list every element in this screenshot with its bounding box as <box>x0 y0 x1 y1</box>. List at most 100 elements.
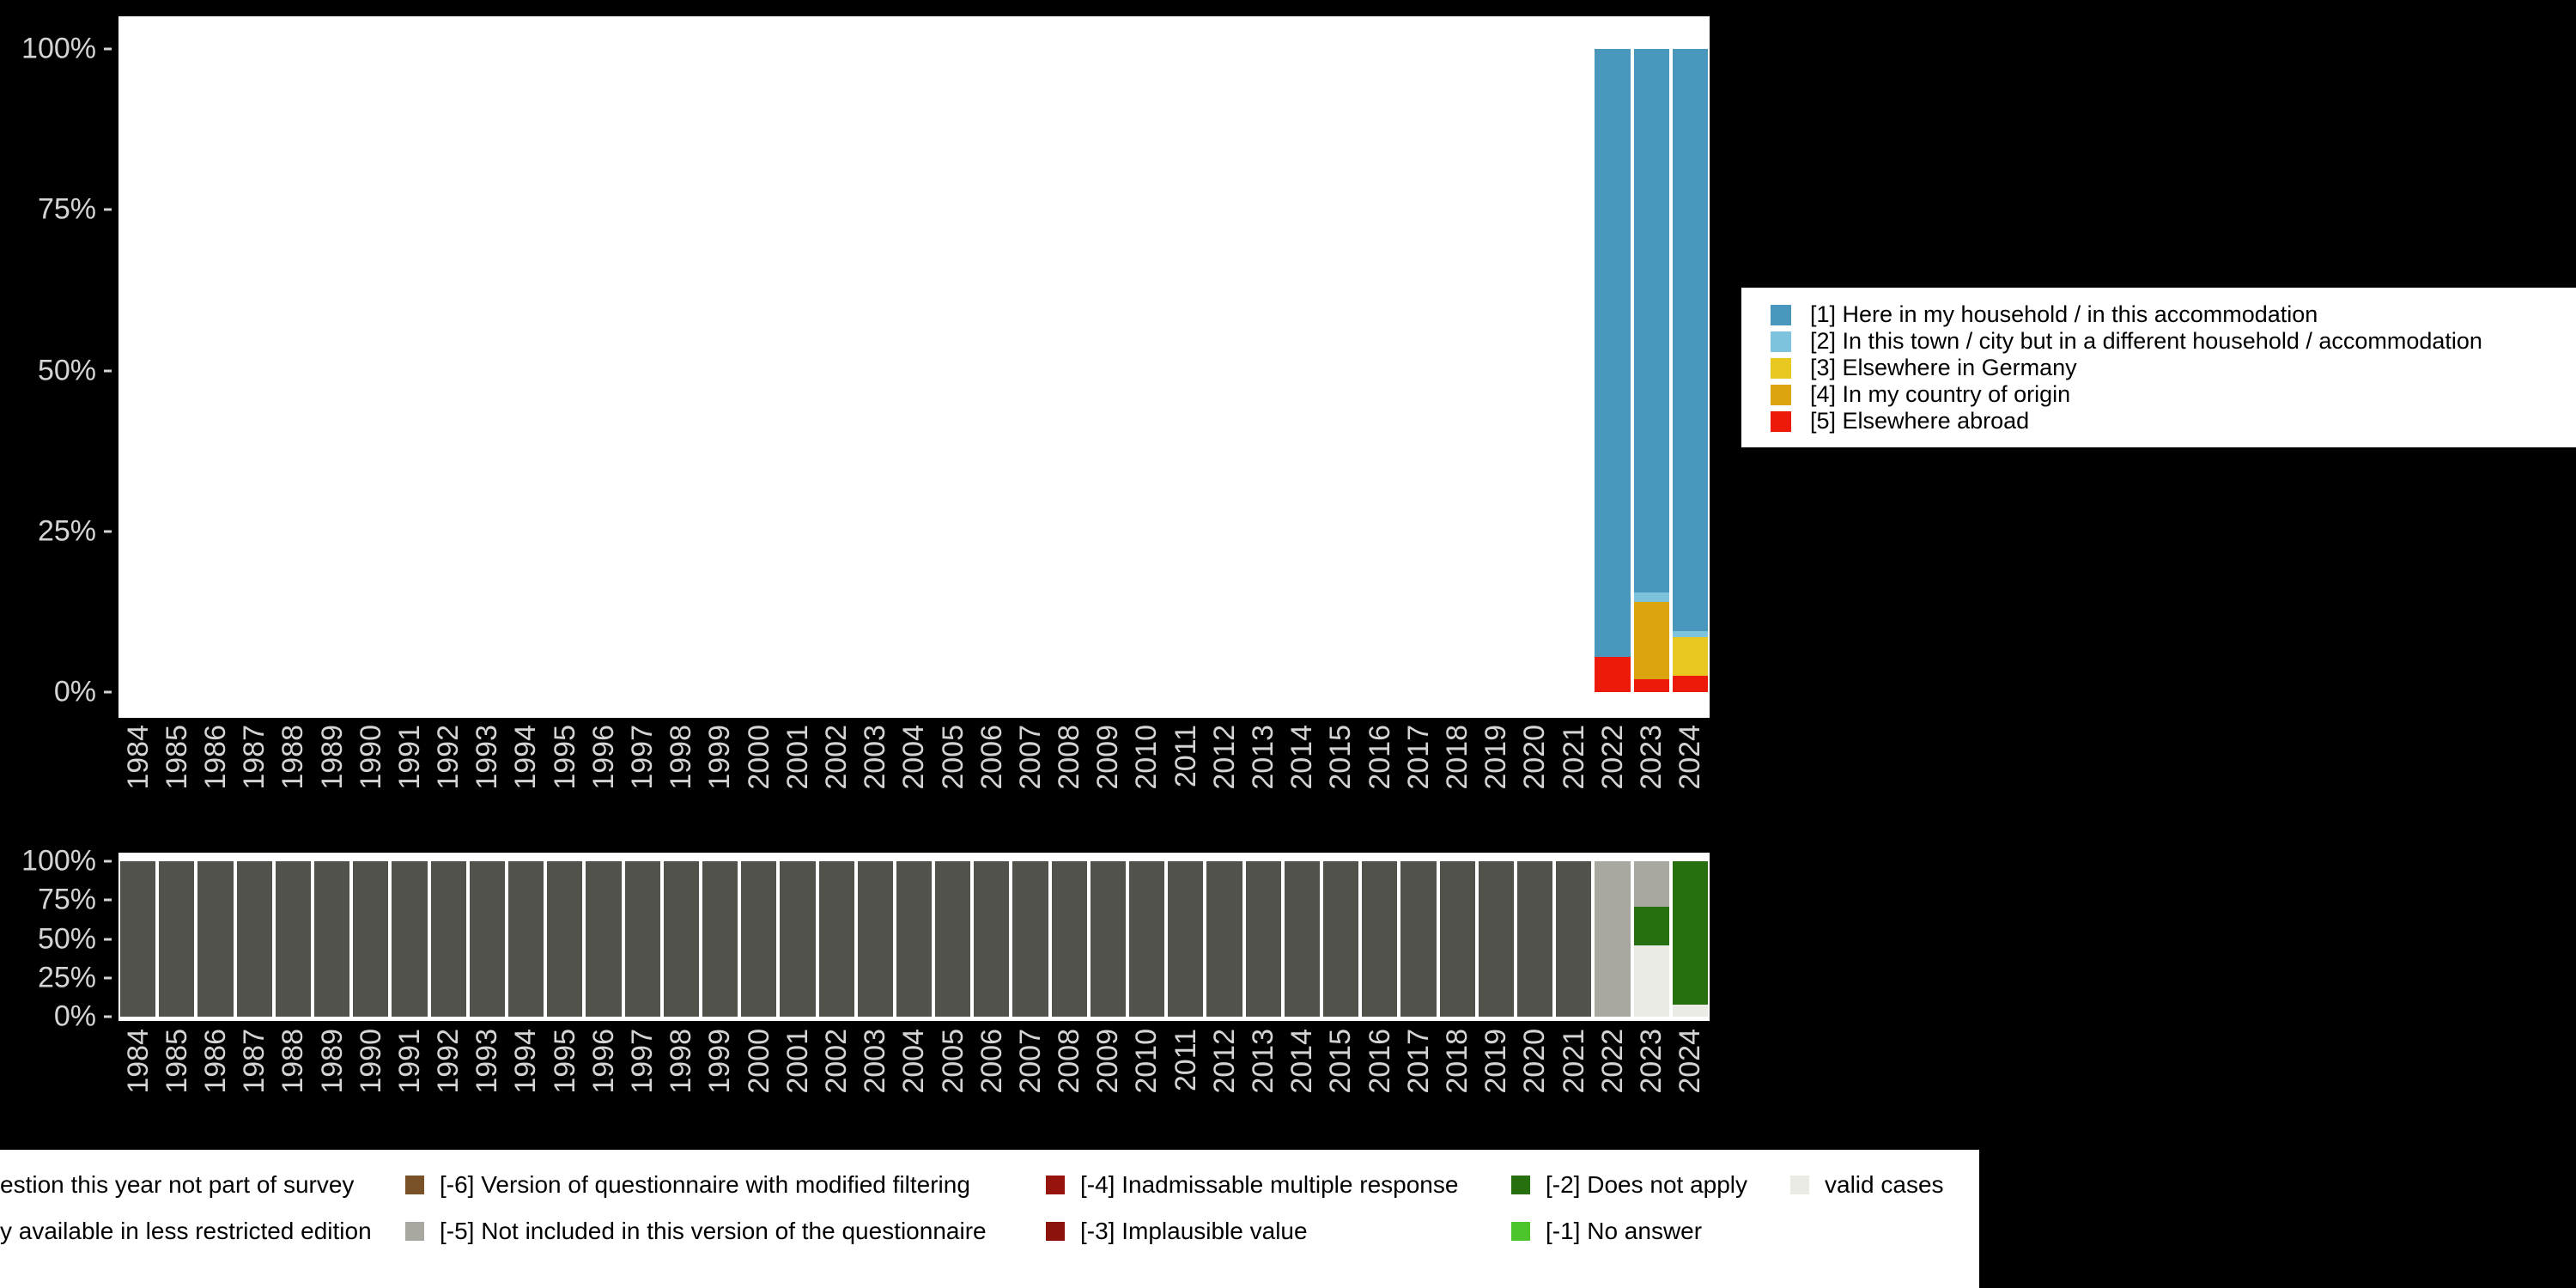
legend-item: [-4] Inadmissable multiple response <box>1046 1170 1458 1200</box>
bar-segment-1993[interactable] <box>469 861 505 1017</box>
x-slot: 1989 <box>313 1029 351 1139</box>
x-slot: 2004 <box>895 725 933 835</box>
bar-segment-2023[interactable] <box>1633 602 1669 680</box>
x-axis-label: 1998 <box>665 725 698 790</box>
bar-segment-1985[interactable] <box>159 861 195 1017</box>
bar-segment-1986[interactable] <box>197 861 234 1017</box>
bar-segment-1984[interactable] <box>120 861 156 1017</box>
bar-segment-2021[interactable] <box>1556 861 1592 1017</box>
x-axis-label: 1991 <box>392 1029 426 1094</box>
x-axis-label: 1996 <box>586 725 620 790</box>
bar-segment-2010[interactable] <box>1129 861 1165 1017</box>
x-axis-label: 2012 <box>1207 1029 1241 1094</box>
y-axis-label: 100% <box>21 844 96 878</box>
x-slot: 2009 <box>1089 1029 1127 1139</box>
x-axis-label: 1997 <box>626 725 659 790</box>
x-slot: 1984 <box>118 725 157 835</box>
bar-segment-2020[interactable] <box>1517 861 1553 1017</box>
bar-segment-1998[interactable] <box>663 861 699 1017</box>
x-slot: 2001 <box>778 1029 817 1139</box>
bar-segment-2009[interactable] <box>1090 861 1127 1017</box>
bar-segment-2023[interactable] <box>1633 679 1669 692</box>
legend-swatch <box>1511 1176 1530 1194</box>
bar-segment-2024[interactable] <box>1672 637 1708 677</box>
bar-segment-1997[interactable] <box>624 861 660 1017</box>
bar-segment-2024[interactable] <box>1672 630 1708 638</box>
x-axis-label: 2000 <box>742 725 775 790</box>
bar-segment-1987[interactable] <box>236 861 272 1017</box>
bar-segment-2001[interactable] <box>780 861 816 1017</box>
bar-segment-2011[interactable] <box>1168 861 1204 1017</box>
x-slot: 2011 <box>1166 1029 1205 1139</box>
bar-segment-1990[interactable] <box>353 861 389 1017</box>
y-axis-tick <box>104 898 112 902</box>
x-axis-label: 2023 <box>1634 1029 1668 1094</box>
x-axis-label: 2014 <box>1285 725 1319 790</box>
bar-segment-1989[interactable] <box>313 861 350 1017</box>
x-axis-label: 1992 <box>432 725 465 790</box>
bar-segment-2024[interactable] <box>1672 861 1708 1005</box>
bar-segment-1988[interactable] <box>275 861 311 1017</box>
legend-swatch <box>1771 304 1791 325</box>
x-slot: 2008 <box>1050 1029 1089 1139</box>
x-axis-label: 2010 <box>1130 1029 1163 1094</box>
legend-item: valid cases <box>1790 1170 1944 1200</box>
bar-segment-2008[interactable] <box>1051 861 1087 1017</box>
y-axis-tick <box>104 369 112 372</box>
x-axis-label: 1989 <box>315 1029 349 1094</box>
bar-segment-2024[interactable] <box>1672 49 1708 631</box>
missing-x-axis: 1984 1985 1986 1987 1988 1989 1990 1991 1992 1993… <box>118 1029 1710 1139</box>
bar-segment-1995[interactable] <box>547 861 583 1017</box>
bar-segment-1992[interactable] <box>430 861 466 1017</box>
bar-segment-2018[interactable] <box>1439 861 1475 1017</box>
bar-segment-2022[interactable] <box>1595 49 1631 657</box>
bar-segment-2014[interactable] <box>1284 861 1321 1017</box>
bar-segment-2007[interactable] <box>1012 861 1048 1017</box>
x-slot: 2023 <box>1631 1029 1670 1139</box>
legend-item: [4] In my country of origin <box>1771 381 2576 408</box>
bar-segment-2013[interactable] <box>1245 861 1281 1017</box>
legend-label: [-1] No answer <box>1546 1218 1703 1244</box>
bar-segment-2017[interactable] <box>1400 861 1437 1017</box>
bar-segment-2012[interactable] <box>1206 861 1242 1017</box>
bar-segment-2005[interactable] <box>935 861 971 1017</box>
x-axis-label: 1994 <box>509 725 543 790</box>
legend-item: [-2] Does not apply <box>1511 1170 1747 1200</box>
bar-segment-2023[interactable] <box>1633 906 1669 945</box>
legend-label: [1] Here in my household / in this accom… <box>1810 301 2318 327</box>
bar-segment-2022[interactable] <box>1595 656 1631 692</box>
bar-segment-2000[interactable] <box>741 861 777 1017</box>
bar-segment-1999[interactable] <box>702 861 738 1017</box>
bar-segment-2023[interactable] <box>1633 945 1669 1017</box>
bar-segment-2023[interactable] <box>1633 861 1669 907</box>
bar-segment-2019[interactable] <box>1478 861 1515 1017</box>
x-slot: 1990 <box>351 1029 390 1139</box>
x-slot: 1990 <box>351 725 390 835</box>
x-slot: 2013 <box>1243 725 1282 835</box>
legend-swatch <box>1790 1176 1809 1194</box>
x-axis-label: 1992 <box>432 1029 465 1094</box>
bar-segment-2016[interactable] <box>1362 861 1398 1017</box>
y-axis-tick <box>104 860 112 863</box>
bar-segment-2015[interactable] <box>1323 861 1359 1017</box>
bar-segment-2006[interactable] <box>974 861 1010 1017</box>
bar-segment-2024[interactable] <box>1672 1004 1708 1017</box>
x-axis-label: 2016 <box>1363 1029 1396 1094</box>
bar-segment-2023[interactable] <box>1633 592 1669 603</box>
bar-segment-2023[interactable] <box>1633 49 1669 592</box>
bar-segment-2004[interactable] <box>896 861 933 1017</box>
legend-label: [4] In my country of origin <box>1810 381 2071 407</box>
legend-label: estion this year not part of survey <box>0 1171 355 1198</box>
y-axis-tick <box>104 938 112 940</box>
x-axis-label: 2022 <box>1595 725 1629 790</box>
bar-segment-1996[interactable] <box>586 861 622 1017</box>
bar-segment-2022[interactable] <box>1595 861 1631 1017</box>
bar-segment-2002[interactable] <box>818 861 854 1017</box>
bar-segment-1991[interactable] <box>392 861 428 1017</box>
bar-segment-1994[interactable] <box>507 861 544 1017</box>
missing-y-axis: 0% 25% 50% 75% 100% <box>0 845 112 1033</box>
distribution-legend: [1] Here in my household / in this accom… <box>1741 288 2576 447</box>
bar-segment-2003[interactable] <box>857 861 893 1017</box>
x-axis-label: 2014 <box>1285 1029 1319 1094</box>
bar-segment-2024[interactable] <box>1672 676 1708 692</box>
